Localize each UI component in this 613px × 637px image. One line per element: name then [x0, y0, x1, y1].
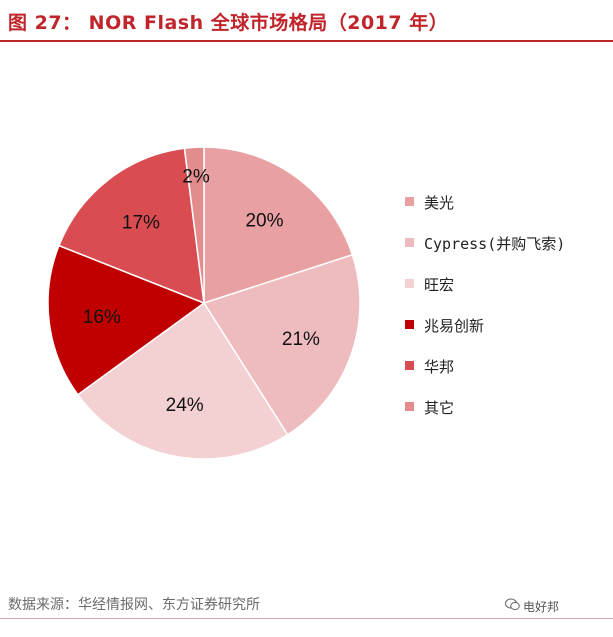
legend-swatch-3: [405, 320, 414, 329]
watermark: 电好邦: [505, 598, 560, 615]
pie-slice-4: [57, 147, 205, 305]
pie-label-1: 21%: [282, 329, 320, 350]
pie-label-0: 20%: [245, 211, 283, 232]
pie-label-4: 17%: [122, 213, 160, 234]
chart-title: 图 27： NOR Flash 全球市场格局（2017 年）: [8, 12, 449, 34]
footer-divider: [0, 618, 613, 619]
legend-swatch-5: [405, 402, 414, 411]
legend-swatch-1: [405, 238, 414, 247]
legend-label-2: 旺宏: [424, 276, 455, 294]
legend-label-3: 兆易创新: [424, 317, 485, 335]
pie-slice-0: [203, 146, 354, 305]
title-divider: [0, 40, 613, 42]
legend-swatch-0: [405, 197, 414, 206]
pie-label-5: 2%: [182, 166, 210, 187]
legend-label-5: 其它: [424, 399, 455, 417]
wechat-icon: [505, 598, 520, 611]
watermark-text: 电好邦: [523, 600, 560, 614]
pie-slice-2: [76, 301, 289, 460]
pie-label-3: 16%: [83, 307, 121, 328]
pie-label-2: 24%: [166, 395, 204, 416]
legend-swatch-2: [405, 279, 414, 288]
legend-swatch-4: [405, 361, 414, 370]
pie-slice-5: [183, 146, 205, 304]
legend-label-0: 美光: [424, 194, 455, 212]
legend-label-1: Cypress(并购飞索): [424, 235, 566, 253]
pie-slice-3: [47, 244, 206, 396]
legend-label-4: 华邦: [424, 358, 455, 376]
source-note: 数据来源：华经情报网、东方证券研究所: [8, 597, 260, 613]
pie-slice-1: [202, 253, 361, 436]
